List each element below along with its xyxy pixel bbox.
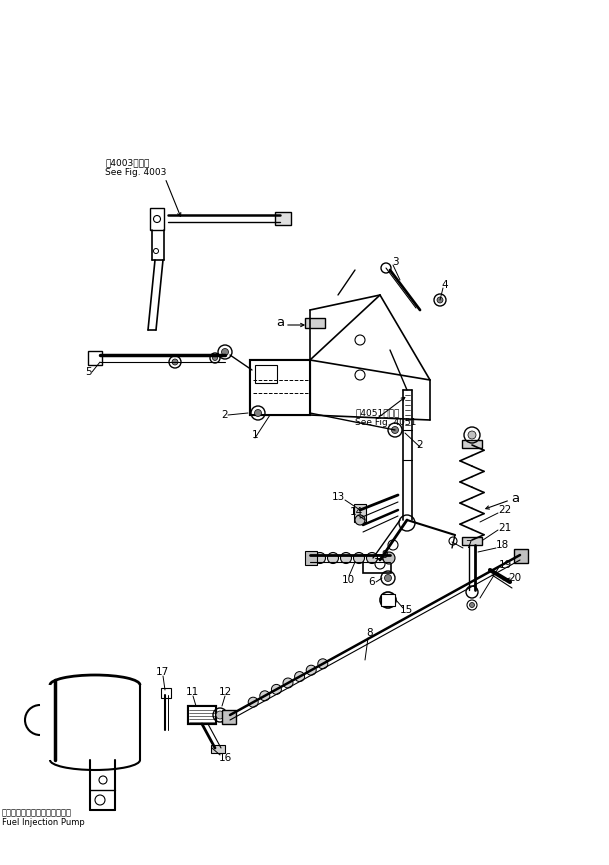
Circle shape bbox=[213, 356, 217, 361]
Bar bbox=[161, 688, 171, 698]
Circle shape bbox=[248, 697, 258, 708]
Circle shape bbox=[437, 297, 443, 303]
Bar bbox=[188, 706, 216, 724]
Bar bbox=[305, 551, 317, 565]
Circle shape bbox=[468, 431, 476, 439]
Circle shape bbox=[255, 409, 261, 417]
Text: 13: 13 bbox=[331, 492, 345, 502]
Text: 3: 3 bbox=[392, 257, 398, 267]
Text: 22: 22 bbox=[498, 505, 512, 515]
Text: 15: 15 bbox=[400, 605, 413, 615]
Bar bbox=[255, 365, 277, 383]
Text: 第4051図参照
See Fig. 4051: 第4051図参照 See Fig. 4051 bbox=[355, 408, 417, 427]
Circle shape bbox=[340, 553, 351, 563]
Circle shape bbox=[355, 515, 365, 525]
Text: 16: 16 bbox=[219, 753, 231, 763]
Text: 10: 10 bbox=[342, 575, 354, 585]
Bar bbox=[354, 504, 366, 522]
Bar bbox=[462, 440, 482, 448]
Text: 21: 21 bbox=[498, 523, 512, 533]
Circle shape bbox=[260, 691, 270, 701]
Circle shape bbox=[375, 559, 385, 569]
Text: 6: 6 bbox=[368, 577, 375, 587]
Text: 12: 12 bbox=[219, 687, 231, 697]
Circle shape bbox=[172, 359, 178, 365]
Bar bbox=[88, 351, 102, 365]
Text: 第4003図参照
See Fig. 4003: 第4003図参照 See Fig. 4003 bbox=[105, 158, 166, 177]
Circle shape bbox=[353, 553, 365, 563]
Circle shape bbox=[392, 426, 398, 433]
Bar bbox=[250, 360, 310, 415]
Bar bbox=[514, 549, 528, 563]
Circle shape bbox=[367, 553, 378, 563]
Circle shape bbox=[384, 574, 392, 581]
Bar bbox=[381, 594, 395, 606]
Circle shape bbox=[470, 603, 474, 607]
Text: 11: 11 bbox=[185, 687, 199, 697]
Text: 8: 8 bbox=[367, 628, 373, 638]
Bar bbox=[363, 555, 391, 573]
Text: 20: 20 bbox=[509, 573, 521, 583]
Bar bbox=[222, 710, 236, 724]
Circle shape bbox=[306, 665, 316, 676]
Text: a: a bbox=[276, 316, 284, 329]
Circle shape bbox=[216, 711, 224, 719]
Bar bbox=[188, 706, 216, 724]
Text: 4: 4 bbox=[442, 280, 448, 290]
Bar bbox=[250, 360, 310, 415]
Circle shape bbox=[222, 349, 228, 356]
Text: 1: 1 bbox=[252, 430, 258, 440]
Circle shape bbox=[272, 684, 281, 695]
Text: 7: 7 bbox=[465, 540, 471, 550]
Circle shape bbox=[314, 553, 325, 563]
Text: 17: 17 bbox=[155, 667, 169, 677]
Text: 9: 9 bbox=[382, 550, 389, 560]
Circle shape bbox=[95, 795, 105, 805]
Text: a: a bbox=[511, 491, 519, 504]
Circle shape bbox=[210, 353, 220, 363]
Text: 19: 19 bbox=[498, 560, 512, 570]
Circle shape bbox=[328, 553, 339, 563]
Text: 14: 14 bbox=[350, 507, 362, 517]
Circle shape bbox=[384, 596, 392, 604]
Circle shape bbox=[383, 552, 395, 564]
Bar bbox=[275, 212, 291, 225]
Bar bbox=[305, 318, 325, 328]
Text: 18: 18 bbox=[495, 540, 509, 550]
Bar bbox=[150, 208, 164, 230]
Bar bbox=[462, 537, 482, 545]
Circle shape bbox=[318, 659, 328, 669]
Bar bbox=[211, 745, 225, 753]
Text: 2: 2 bbox=[222, 410, 228, 420]
Circle shape bbox=[283, 678, 293, 688]
Text: フェルインシェクションポンプ
Fuel Injection Pump: フェルインシェクションポンプ Fuel Injection Pump bbox=[2, 808, 85, 828]
Circle shape bbox=[295, 671, 304, 682]
Text: 5: 5 bbox=[85, 367, 91, 377]
Text: 2: 2 bbox=[417, 440, 423, 450]
